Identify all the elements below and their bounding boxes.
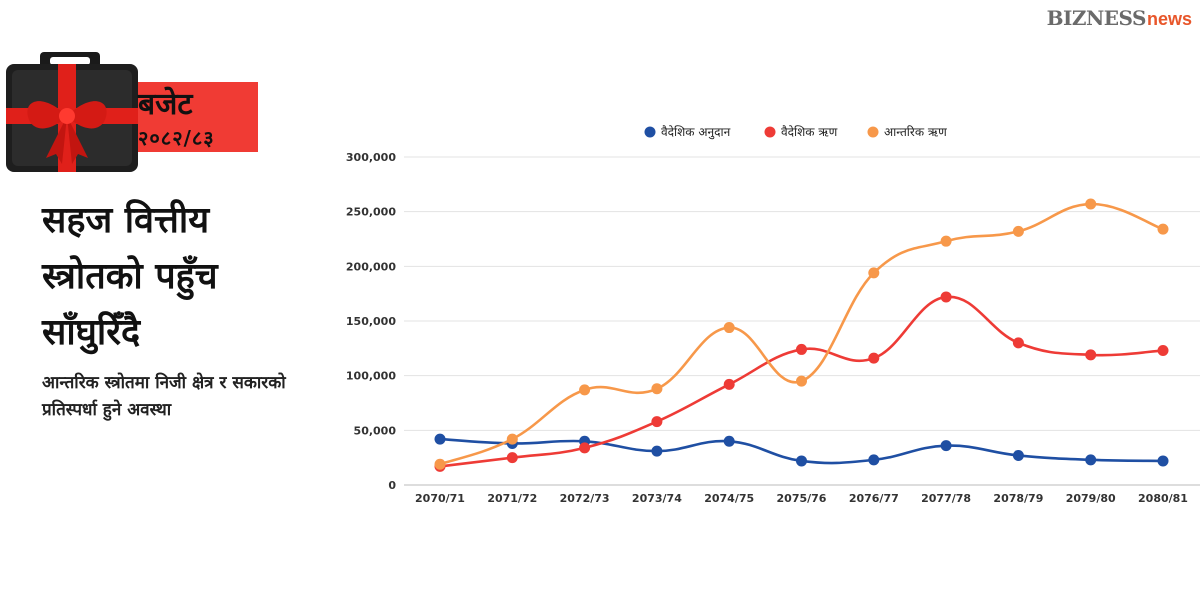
chart-grid [404, 156, 1200, 486]
data-point [723, 435, 735, 447]
data-point [1012, 449, 1024, 461]
legend-marker [764, 126, 776, 138]
subheadline: आन्तरिक स्त्रोतमा निजी क्षेत्र र सकारको … [42, 373, 286, 420]
data-point [796, 455, 807, 467]
x-axis-ticks: 2070/71 2071/72 2072/73 2073/74 2074/75 2075/… [415, 492, 1188, 505]
data-point [1085, 349, 1097, 361]
data-point [434, 458, 446, 470]
data-point [1157, 223, 1169, 235]
data-point [868, 267, 880, 279]
x-tick-label: 2071/72 [487, 492, 537, 505]
y-tick-label: 50,000 [354, 424, 397, 437]
data-point [506, 433, 518, 445]
legend-label: आन्तरिक ऋण [884, 125, 947, 139]
data-point [1012, 337, 1024, 349]
data-point [940, 291, 952, 303]
data-point [651, 383, 663, 395]
badge-red-band [128, 82, 258, 152]
legend-marker [644, 126, 656, 138]
data-point [434, 433, 446, 445]
gift-briefcase-icon [6, 52, 138, 172]
chart-series [434, 198, 1169, 472]
x-tick-label: 2075/76 [777, 492, 827, 505]
data-point [723, 322, 735, 334]
data-point [579, 442, 591, 454]
data-point [796, 343, 807, 355]
data-point [796, 375, 807, 387]
y-tick-label: 0 [388, 479, 396, 492]
x-tick-label: 2072/73 [560, 492, 610, 505]
x-tick-label: 2073/74 [632, 492, 682, 505]
x-tick-label: 2080/81 [1138, 492, 1188, 505]
y-tick-label: 100,000 [346, 370, 396, 383]
data-point [1085, 454, 1097, 466]
data-point [506, 452, 518, 464]
data-point [579, 384, 591, 396]
x-tick-label: 2076/77 [849, 492, 899, 505]
data-point [651, 445, 663, 457]
badge-title: बजेट [138, 87, 193, 122]
y-tick-label: 250,000 [346, 206, 396, 219]
budget-badge: बजेट २०८२/८३ [0, 50, 260, 180]
data-point [1012, 225, 1024, 237]
y-tick-label: 150,000 [346, 315, 396, 328]
data-point [1157, 455, 1169, 467]
x-tick-label: 2070/71 [415, 492, 465, 505]
chart-legend: वैदेशिक अनुदान वैदेशिक ऋण आन्तरिक ऋण [644, 125, 947, 140]
legend-label: वैदेशिक ऋण [781, 125, 838, 139]
y-tick-label: 200,000 [346, 260, 396, 273]
data-point [1085, 198, 1097, 210]
legend-label: वैदेशिक अनुदान [661, 125, 731, 140]
data-point [940, 440, 952, 452]
series-line [439, 202, 1164, 466]
legend-marker [867, 126, 879, 138]
series-1 [434, 433, 1169, 467]
data-point [940, 235, 952, 247]
data-point [723, 378, 735, 390]
x-tick-label: 2077/78 [921, 492, 971, 505]
x-tick-label: 2079/80 [1066, 492, 1116, 505]
x-tick-label: 2074/75 [704, 492, 754, 505]
series-3 [434, 198, 1169, 470]
badge-year: २०८२/८३ [138, 126, 215, 150]
y-tick-label: 300,000 [346, 151, 396, 164]
x-tick-label: 2078/79 [993, 492, 1043, 505]
brand-logo-news: news [1146, 9, 1192, 29]
data-point [1157, 345, 1169, 357]
data-point [868, 454, 880, 466]
brand-logo-wordmark: BIZNESS [1046, 6, 1147, 30]
data-point [868, 352, 880, 364]
data-point [651, 416, 663, 428]
brand-logo: BIZNESS news [1047, 6, 1192, 30]
y-axis-ticks: 0 50,000 100,000 150,000 200,000 250,000 300,0… [346, 151, 396, 492]
headline: सहज वित्तीय स्त्रोतको पहुँच साँघुरिँदै [42, 200, 218, 353]
